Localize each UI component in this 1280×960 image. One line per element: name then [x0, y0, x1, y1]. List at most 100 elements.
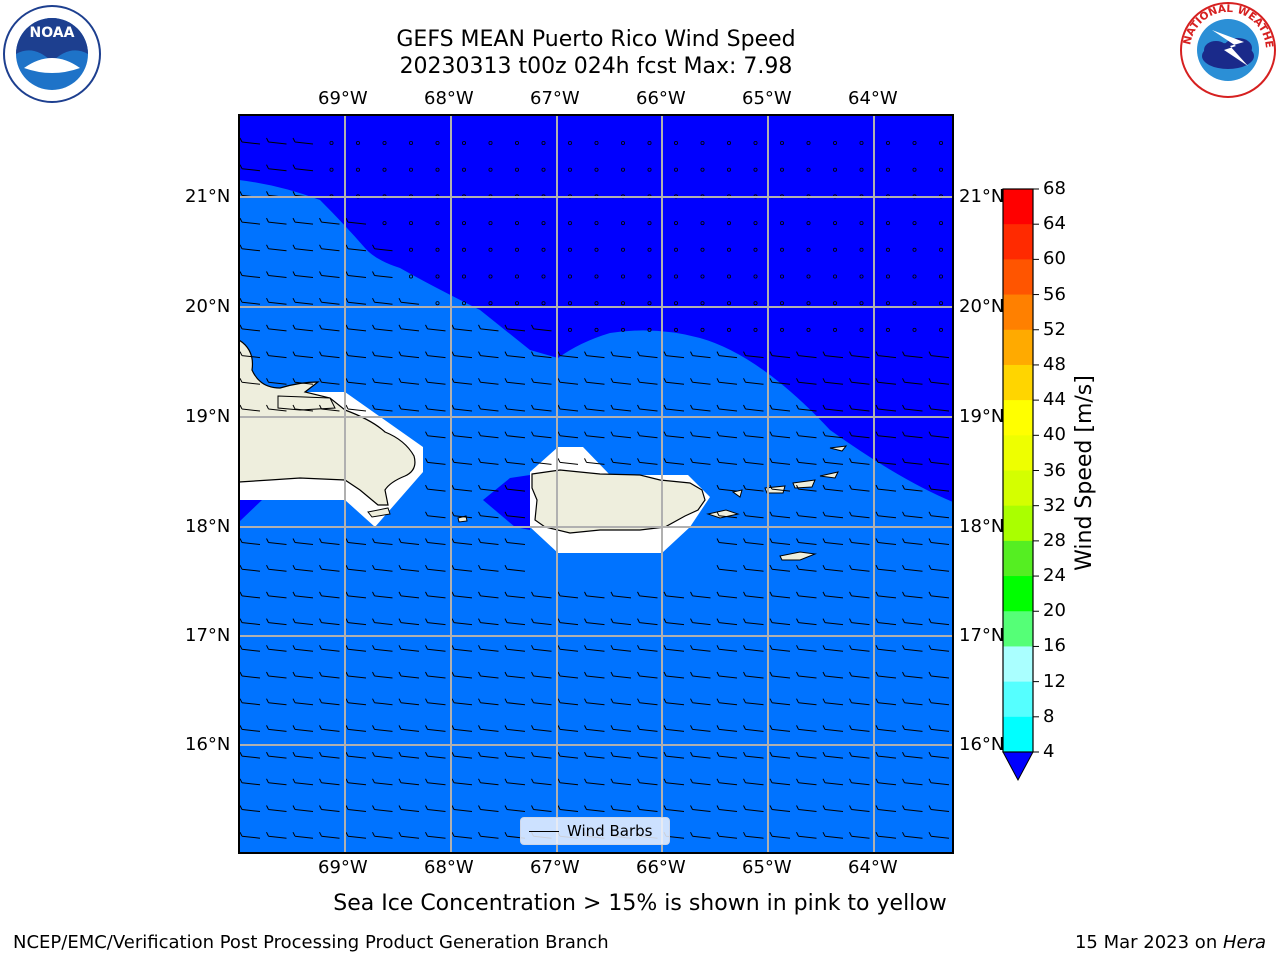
calm-marker: [886, 327, 891, 332]
lon-label-top: 65°W: [742, 88, 792, 109]
wind-barb: [478, 591, 499, 599]
calm-marker: [912, 140, 917, 145]
wind-barb: [451, 404, 473, 412]
wind-barb: [849, 618, 870, 626]
wind-barb: [584, 458, 605, 465]
wind-barb: [451, 484, 473, 492]
colorbar-tick-label: 60: [1043, 248, 1066, 270]
wind-barb: [928, 778, 950, 786]
calm-marker: [912, 327, 917, 332]
wind-barb: [743, 538, 764, 545]
calm-marker: [833, 140, 838, 145]
wind-barb: [372, 351, 393, 359]
wind-barb: [796, 618, 817, 626]
calm-marker: [488, 140, 493, 145]
wind-barb: [557, 378, 579, 385]
calm-marker: [488, 301, 493, 306]
wind-barb: [345, 831, 367, 839]
lat-label-left: 20°N: [185, 296, 231, 317]
wind-barb: [504, 591, 526, 599]
wind-barb: [504, 484, 526, 492]
wind-barb: [504, 698, 526, 706]
wind-barb: [266, 751, 287, 759]
wind-barb: [372, 751, 393, 759]
calm-marker: [568, 301, 573, 306]
wind-barb: [796, 778, 817, 786]
calm-marker: [780, 274, 785, 279]
wind-barb: [266, 725, 287, 732]
wind-barb: [557, 591, 579, 599]
wind-barb: [902, 351, 923, 359]
wind-barb: [266, 137, 287, 145]
wind-barb: [822, 404, 844, 412]
wind-barb: [292, 164, 314, 172]
colorbar-tick-label: 20: [1043, 600, 1066, 622]
calm-marker: [753, 247, 758, 252]
wind-barb: [637, 458, 658, 465]
wind-barb: [902, 378, 923, 385]
lon-label-bottom: 65°W: [742, 857, 792, 878]
calm-marker: [700, 274, 705, 279]
wind-barb: [531, 671, 552, 679]
lon-label-top: 66°W: [636, 88, 686, 109]
calm-marker: [806, 327, 811, 332]
calm-marker: [674, 274, 679, 279]
wind-barb: [928, 805, 950, 812]
wind-barb: [345, 404, 367, 412]
wind-barb: [637, 404, 658, 412]
wind-barb: [319, 805, 340, 812]
wind-barb: [239, 778, 261, 786]
wind-barb: [531, 324, 552, 332]
vieques-island: [706, 509, 740, 519]
wind-barb: [637, 751, 658, 759]
wind-barb: [743, 671, 764, 679]
colorbar-tick-label: 28: [1043, 529, 1066, 551]
wind-barb: [345, 778, 367, 786]
wind-barb: [398, 564, 420, 572]
colorbar-tick-label: 40: [1043, 424, 1066, 446]
wind-barb: [849, 484, 870, 492]
calm-marker: [408, 247, 413, 252]
wind-barb: [769, 831, 791, 839]
wind-barb: [345, 645, 367, 652]
wind-barb: [266, 378, 287, 385]
calm-marker: [912, 167, 917, 172]
wind-barb: [769, 698, 791, 706]
wind-barb: [292, 564, 314, 572]
chart-title: GEFS MEAN Puerto Rico Wind Speed: [396, 27, 796, 52]
wind-barb: [849, 805, 870, 812]
wind-barb: [716, 511, 738, 519]
wind-barb: [504, 324, 526, 332]
calm-marker: [859, 327, 864, 332]
calm-marker: [515, 167, 520, 172]
wind-barb: [928, 458, 950, 465]
wind-barb: [584, 591, 605, 599]
wind-barb: [478, 805, 499, 812]
wind-barb: [319, 618, 340, 626]
wind-barb: [345, 244, 367, 252]
wind-barb: [266, 404, 287, 412]
wind-barb: [345, 271, 367, 278]
colorbar-tick-label: 32: [1043, 494, 1066, 516]
wind-barb: [637, 378, 658, 385]
wind-barb: [743, 805, 764, 812]
wind-barb: [610, 431, 632, 439]
wind-barb: [319, 378, 340, 385]
noaa-text: NOAA: [30, 25, 75, 41]
wind-barb: [902, 458, 923, 465]
wind-barb: [345, 618, 367, 626]
lon-label-top: 69°W: [318, 88, 368, 109]
calm-marker: [780, 301, 785, 306]
wind-barb: [478, 538, 499, 545]
wind-barb: [769, 431, 791, 439]
calm-marker: [806, 274, 811, 279]
calm-marker: [753, 221, 758, 226]
calm-marker: [408, 274, 413, 279]
wind-barb: [239, 725, 261, 732]
wind-barb: [822, 564, 844, 572]
wind-barb: [425, 404, 446, 412]
wind-barb: [319, 671, 340, 679]
wind-barb: [531, 458, 552, 465]
wind-barb: [769, 538, 791, 545]
wind-barb: [239, 378, 261, 385]
